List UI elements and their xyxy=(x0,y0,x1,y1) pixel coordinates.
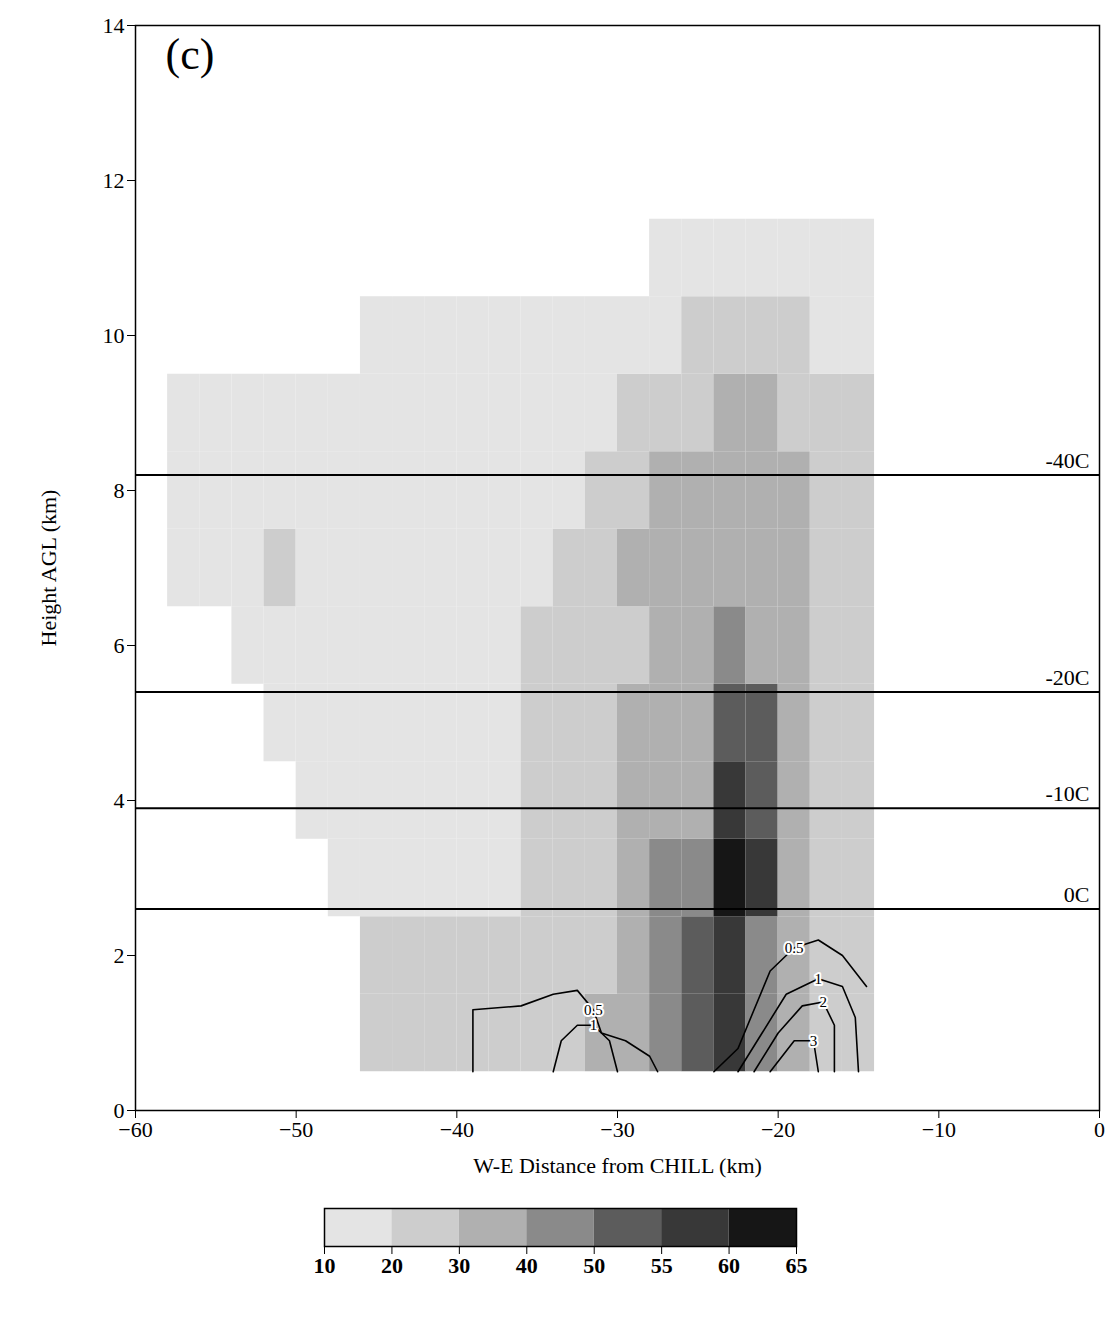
svg-text:−10: −10 xyxy=(922,1117,956,1142)
svg-text:−40: −40 xyxy=(440,1117,474,1142)
svg-text:-40C: -40C xyxy=(1046,448,1090,473)
svg-text:2: 2 xyxy=(114,943,125,968)
svg-text:0: 0 xyxy=(1094,1117,1105,1142)
svg-text:-20C: -20C xyxy=(1046,665,1090,690)
svg-text:14: 14 xyxy=(103,13,125,38)
svg-text:12: 12 xyxy=(103,168,125,193)
svg-text:2: 2 xyxy=(819,994,827,1010)
svg-text:4: 4 xyxy=(114,788,125,813)
svg-text:0: 0 xyxy=(113,1097,125,1123)
svg-text:8: 8 xyxy=(114,478,125,503)
svg-text:55: 55 xyxy=(650,1253,672,1278)
svg-text:65: 65 xyxy=(785,1253,807,1278)
svg-text:−60: −60 xyxy=(118,1117,152,1142)
svg-text:1: 1 xyxy=(590,1017,598,1033)
svg-text:40: 40 xyxy=(515,1253,537,1278)
svg-text:−20: −20 xyxy=(761,1117,795,1142)
svg-text:3: 3 xyxy=(810,1033,818,1049)
svg-text:60: 60 xyxy=(718,1253,740,1278)
svg-text:30: 30 xyxy=(448,1253,470,1278)
svg-text:Height AGL (km): Height AGL (km) xyxy=(36,490,61,647)
svg-text:(c): (c) xyxy=(166,30,215,79)
svg-text:0C: 0C xyxy=(1064,882,1090,907)
svg-text:W-E Distance from CHILL (km): W-E Distance from CHILL (km) xyxy=(473,1153,762,1178)
svg-text:1: 1 xyxy=(815,971,823,987)
svg-text:10: 10 xyxy=(103,323,125,348)
svg-text:−30: −30 xyxy=(600,1117,634,1142)
svg-text:6: 6 xyxy=(114,633,125,658)
svg-text:0.5: 0.5 xyxy=(785,940,804,956)
svg-text:−50: −50 xyxy=(279,1117,313,1142)
svg-text:50: 50 xyxy=(583,1253,605,1278)
svg-text:-10C: -10C xyxy=(1046,781,1090,806)
svg-text:20: 20 xyxy=(380,1253,402,1278)
svg-text:0.5: 0.5 xyxy=(584,1002,603,1018)
svg-text:10: 10 xyxy=(313,1253,335,1278)
